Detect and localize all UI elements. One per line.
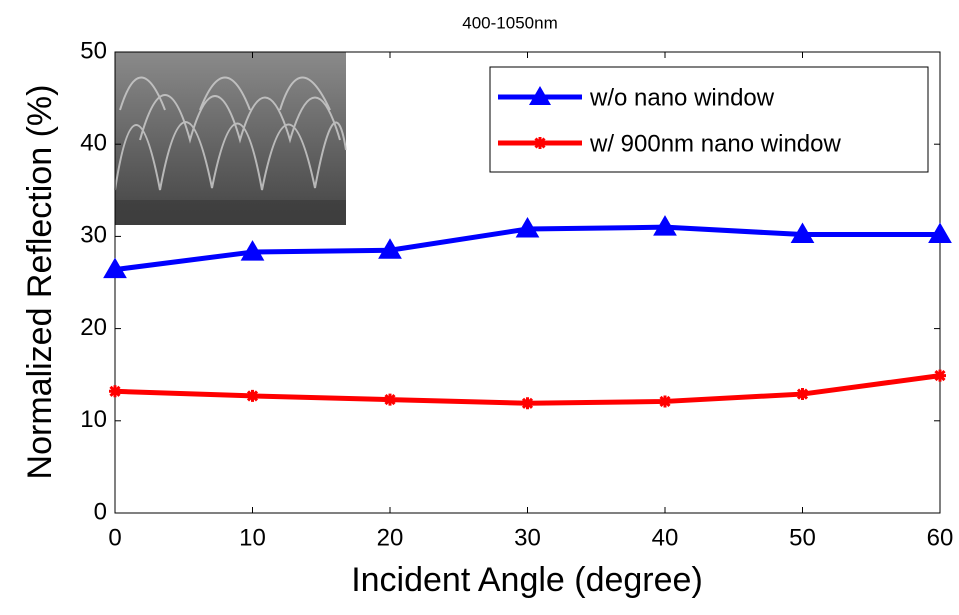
x-axis-label: Incident Angle (degree) [351, 561, 703, 599]
y-tick-label: 30 [80, 222, 107, 249]
marker [521, 397, 534, 410]
x-tick-label: 20 [377, 524, 404, 551]
marker [653, 215, 677, 236]
x-tick-label: 60 [927, 524, 954, 551]
marker [240, 240, 265, 261]
legend-marker [534, 137, 546, 149]
y-tick-label: 40 [80, 130, 107, 157]
x-tick-label: 10 [239, 524, 266, 551]
x-tick-label: 40 [652, 524, 679, 551]
marker [934, 369, 946, 382]
marker [384, 393, 396, 406]
x-tick-label: 50 [789, 524, 816, 551]
marker [515, 217, 540, 238]
y-tick-label: 20 [80, 314, 107, 341]
legend-marker [529, 86, 551, 105]
y-tick-label: 0 [94, 498, 107, 525]
y-tick-label: 50 [80, 37, 107, 64]
marker [109, 385, 121, 398]
x-tick-label: 0 [108, 524, 121, 551]
marker [928, 222, 952, 244]
marker [796, 388, 809, 401]
marker [103, 257, 127, 279]
x-tick-label: 30 [514, 524, 541, 551]
marker [246, 389, 259, 402]
inset-image [114, 52, 347, 225]
y-axis-label: Normalized Reflection (%) [21, 85, 59, 480]
marker [659, 395, 671, 408]
marker [790, 222, 815, 244]
legend-label: w/o nano window [589, 84, 775, 111]
y-tick-label: 10 [80, 406, 107, 433]
marker [378, 238, 402, 259]
chart-title: 400-1050nm [462, 13, 557, 32]
legend-label: w/ 900nm nano window [589, 130, 841, 157]
legend-box [489, 66, 929, 173]
